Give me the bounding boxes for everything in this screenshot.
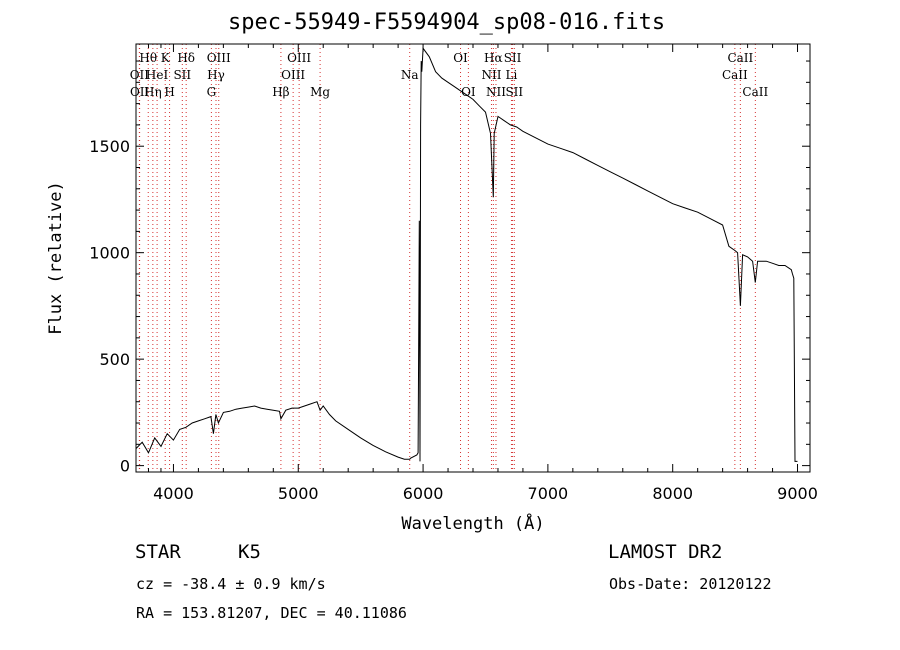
- line-marker-label: K: [161, 51, 171, 65]
- x-tick-label: 9000: [777, 484, 818, 503]
- object-class: STAR: [135, 541, 181, 563]
- chart-title: spec-55949-F5594904_sp08-016.fits: [228, 10, 666, 35]
- line-marker-label: OI: [461, 85, 476, 99]
- line-marker-label: Mg: [310, 85, 330, 99]
- x-tick-label: 6000: [403, 484, 444, 503]
- x-tick-label: 7000: [528, 484, 569, 503]
- spectrum-line: [135, 46, 798, 462]
- line-marker-label: NII: [486, 85, 506, 99]
- x-tick-label: 8000: [652, 484, 693, 503]
- line-marker-label: HeI: [146, 68, 169, 82]
- line-marker-label: NII: [481, 68, 501, 82]
- coordinates: RA = 153.81207, DEC = 40.11086: [136, 604, 407, 622]
- line-marker-label: CaII: [742, 85, 768, 99]
- obs-date: Obs-Date: 20120122: [609, 575, 772, 593]
- line-marker-label: Hθ: [139, 51, 157, 65]
- line-marker-label: SII: [173, 68, 191, 82]
- line-marker-label: OIII: [287, 51, 311, 65]
- line-markers: [138, 44, 756, 472]
- line-marker-label: SII: [504, 51, 522, 65]
- line-marker-label: OI: [453, 51, 468, 65]
- x-tick-label: 5000: [278, 484, 319, 503]
- line-marker-label: OII: [130, 85, 150, 99]
- line-marker-label: Hα: [484, 51, 503, 65]
- line-marker-label: Hγ: [207, 68, 225, 82]
- line-marker-label: Hβ: [272, 85, 289, 99]
- y-tick-label: 0: [120, 457, 130, 476]
- line-marker-label: H: [164, 85, 174, 99]
- line-marker-label: OIII: [207, 51, 231, 65]
- line-marker-label: Hδ: [177, 51, 195, 65]
- line-marker-label: Na: [401, 68, 419, 82]
- y-tick-label: 500: [99, 350, 130, 369]
- line-marker-label: OIII: [281, 68, 305, 82]
- y-axis-label: Flux (relative): [46, 181, 66, 335]
- x-tick-label: 4000: [153, 484, 194, 503]
- line-marker-labels: OII OII Hθ Hη HeI K H SII Hδ G Hγ OIII Hβ OIII OIII Mg N…: [130, 51, 769, 99]
- y-axis-ticks: 0 500 1000 1500: [89, 60, 810, 476]
- line-marker-label: OII: [130, 68, 150, 82]
- line-marker-label: G: [207, 85, 217, 99]
- line-marker-label: Hη: [144, 85, 162, 99]
- subclass: K5: [238, 541, 261, 563]
- x-axis-ticks: 4000 5000 6000 7000 8000 9000: [147, 44, 818, 503]
- line-marker-label: CaII: [727, 51, 753, 65]
- y-tick-label: 1000: [89, 244, 130, 263]
- line-marker-label: SII: [505, 85, 523, 99]
- line-marker-label: CaII: [722, 68, 748, 82]
- y-tick-label: 1500: [89, 137, 130, 156]
- survey-name: LAMOST DR2: [608, 541, 723, 563]
- x-axis-label: Wavelength (Å): [401, 512, 544, 534]
- line-marker-label: Li: [506, 68, 518, 82]
- redshift-value: cz = -38.4 ± 0.9 km/s: [136, 575, 326, 593]
- plot-frame: [135, 43, 811, 473]
